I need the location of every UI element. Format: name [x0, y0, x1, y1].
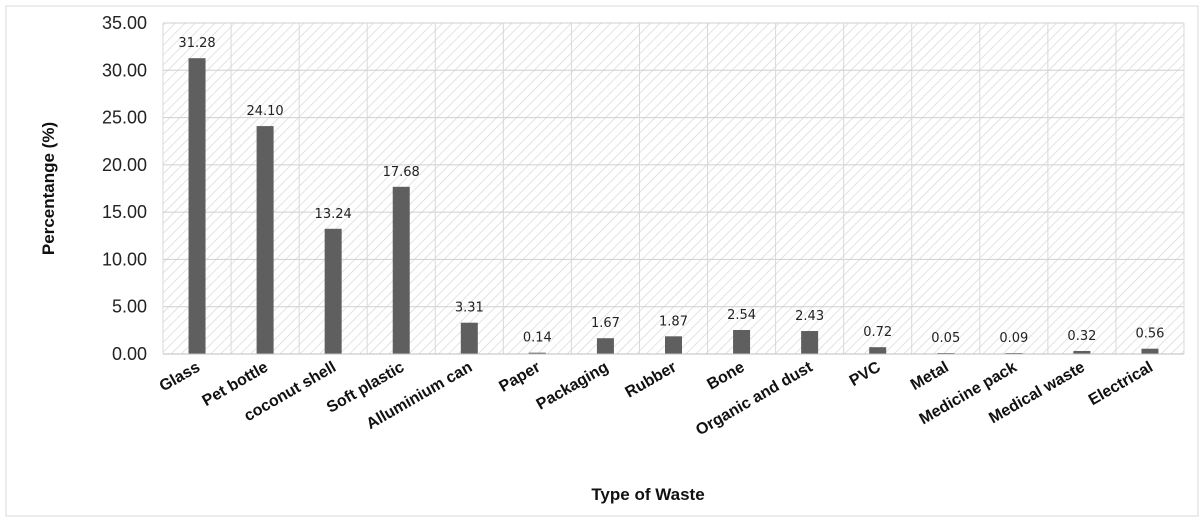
bar — [596, 338, 614, 354]
bar — [1141, 348, 1159, 354]
data-label: 13.24 — [315, 207, 352, 222]
y-tick-label: 15.00 — [102, 202, 147, 222]
gridlines — [162, 22, 1185, 354]
bar — [665, 336, 682, 354]
chart-frame — [5, 5, 1199, 517]
y-tick-label: 10.00 — [102, 249, 147, 269]
y-tick-label: 5.00 — [112, 297, 147, 317]
bar — [801, 331, 819, 354]
y-axis-title: Percentange (%) — [39, 122, 58, 255]
x-category-label: Metal — [908, 359, 952, 394]
data-label: 2.54 — [727, 308, 756, 323]
data-label: 31.28 — [178, 36, 215, 51]
data-label: 17.68 — [383, 165, 420, 180]
bars — [188, 58, 1159, 354]
bar — [733, 329, 751, 354]
y-tick-label: 30.00 — [102, 60, 147, 80]
x-axis-title: Type of Waste — [591, 485, 704, 504]
bar — [256, 126, 274, 354]
data-label: 0.14 — [523, 331, 552, 346]
data-label: 0.05 — [931, 331, 960, 346]
data-labels: 31.28 24.10 13.24 17.68 3.31 0.14 1.67 1.87 2.54… — [178, 36, 1164, 346]
data-label: 0.56 — [1135, 327, 1164, 342]
x-category-label: Paper — [496, 359, 543, 396]
x-category-label: PVC — [847, 359, 884, 390]
plot-area — [163, 23, 1184, 354]
bar — [460, 322, 478, 354]
y-tick-label: 35.00 — [102, 13, 147, 33]
x-category-label: Rubber — [623, 359, 680, 402]
data-label: 0.09 — [999, 331, 1028, 346]
y-tick-label: 20.00 — [102, 155, 147, 175]
x-category-label: Glass — [157, 359, 203, 396]
bar — [528, 352, 546, 354]
data-label: 24.10 — [246, 104, 283, 119]
bar — [869, 347, 887, 354]
bar — [392, 186, 410, 354]
bar — [324, 228, 342, 354]
x-category-label: Electrical — [1086, 359, 1156, 409]
data-label: 1.87 — [659, 314, 688, 329]
data-label: 0.32 — [1067, 329, 1096, 344]
data-label: 2.43 — [795, 309, 824, 324]
y-tick-label: 0.00 — [112, 344, 147, 364]
data-label: 0.72 — [863, 325, 892, 340]
data-label: 3.31 — [455, 301, 484, 316]
bar — [1073, 350, 1091, 354]
y-axis-ticks: 0.00 5.00 10.00 15.00 20.00 25.00 30.00 35.00 — [102, 13, 147, 364]
x-category-label: Packaging — [534, 359, 612, 414]
x-category-label: Bone — [704, 359, 747, 394]
bar — [188, 58, 206, 354]
y-tick-label: 25.00 — [102, 108, 147, 128]
data-label: 1.67 — [591, 316, 620, 331]
x-category-label: Organic and dust — [693, 358, 816, 439]
